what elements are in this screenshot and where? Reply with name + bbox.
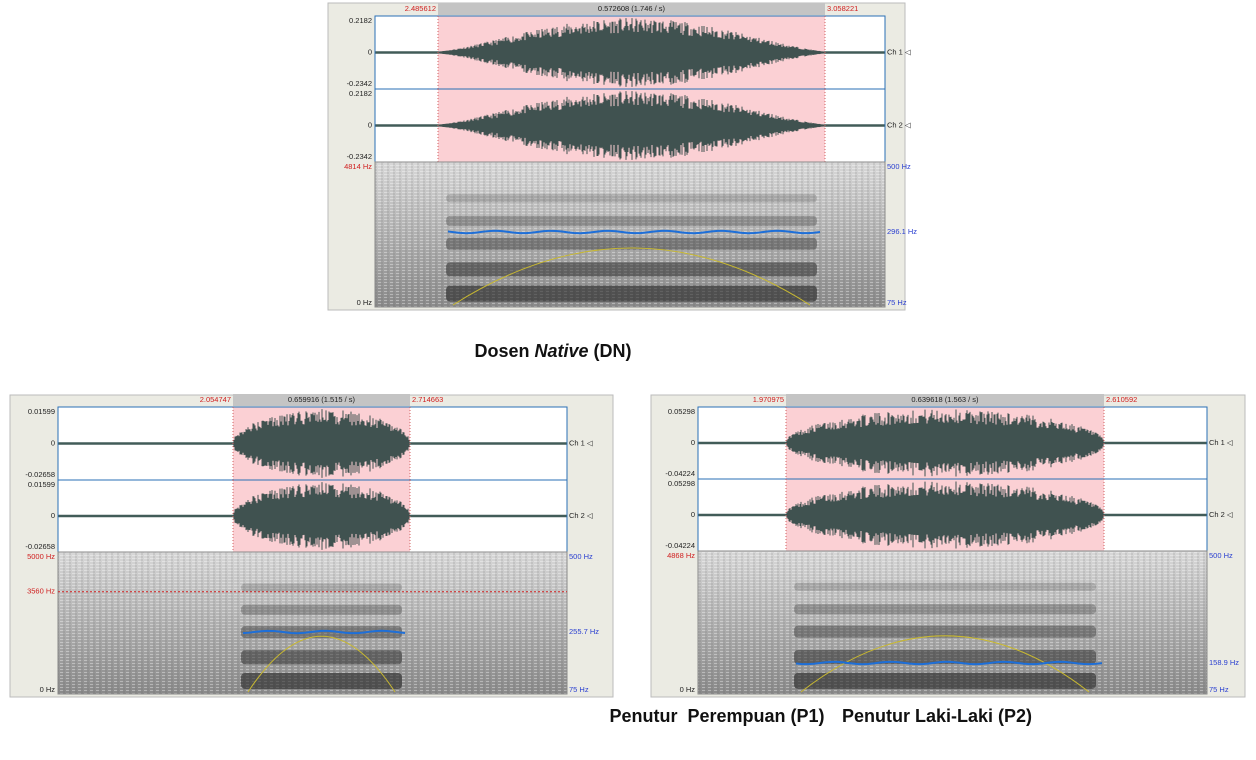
amplitude-zero: 0	[368, 120, 372, 129]
spectrogram-texture	[375, 162, 885, 307]
spectrogram-texture	[698, 551, 1207, 694]
amplitude-max: 0.2182	[349, 89, 372, 98]
formant-band	[446, 194, 817, 202]
formant-band	[241, 584, 402, 592]
amplitude-zero: 0	[51, 511, 55, 520]
selection-start: 2.054747	[200, 395, 231, 404]
amplitude-max: 0.2182	[349, 16, 372, 25]
pitch-value: 255.7 Hz	[569, 627, 599, 636]
amplitude-zero: 0	[368, 47, 372, 56]
caption-part: Native	[534, 341, 588, 361]
praat-panel: 2.485612 0.572608 (1.746 / s) 3.058221 0.21…	[328, 3, 917, 361]
pitch-value: 158.9 Hz	[1209, 658, 1239, 667]
spectrogram-top: 4814 Hz	[344, 162, 372, 171]
amplitude-zero: 0	[691, 510, 695, 519]
selection-highlight	[233, 480, 410, 552]
frequency-cursor-label: 3560 Hz	[27, 587, 55, 596]
amplitude-zero: 0	[51, 438, 55, 447]
pitch-value: 296.1 Hz	[887, 227, 917, 236]
caption: Penutur Perempuan (P1)	[609, 706, 824, 726]
amplitude-min: -0.04224	[665, 469, 695, 478]
caption: Dosen Native (DN)	[474, 341, 631, 361]
channel-label: Ch 1 ◁	[887, 47, 912, 56]
spectrogram-bottom: 0 Hz	[40, 685, 56, 694]
selection-end: 3.058221	[827, 4, 858, 13]
selection-end: 2.714663	[412, 395, 443, 404]
caption-part: Penutur Perempuan (P1)	[609, 706, 824, 726]
channel-label: Ch 1 ◁	[1209, 438, 1234, 447]
praat-panel: 1.970975 0.639618 (1.563 / s) 2.610592 0.05…	[651, 394, 1245, 726]
formant-band	[446, 216, 817, 226]
formant-band	[794, 604, 1096, 614]
caption-part: Penutur Laki-Laki (P2)	[842, 706, 1032, 726]
pitch-bottom: 75 Hz	[1209, 685, 1229, 694]
pitch-bottom: 75 Hz	[569, 685, 589, 694]
figure: 2.485612 0.572608 (1.746 / s) 3.058221 0.21…	[0, 0, 1256, 755]
pitch-top: 500 Hz	[887, 162, 911, 171]
channel-label: Ch 1 ◁	[569, 438, 594, 447]
amplitude-min: -0.02658	[25, 542, 55, 551]
spectrogram-top: 5000 Hz	[27, 552, 55, 561]
spectrogram-texture	[58, 552, 567, 694]
formant-band	[794, 583, 1096, 591]
amplitude-max: 0.01599	[28, 480, 55, 489]
formant-band	[241, 673, 402, 689]
spectrogram-top: 4868 Hz	[667, 551, 695, 560]
channel-label: Ch 2 ◁	[887, 120, 912, 129]
pitch-top: 500 Hz	[1209, 551, 1233, 560]
selection-end: 2.610592	[1106, 395, 1137, 404]
formant-band	[241, 650, 402, 664]
amplitude-min: -0.2342	[347, 152, 372, 161]
amplitude-max: 0.05298	[668, 479, 695, 488]
channel-label: Ch 2 ◁	[569, 511, 594, 520]
spectrogram-bottom: 0 Hz	[680, 685, 696, 694]
selection-start: 2.485612	[405, 4, 436, 13]
selection-duration: 0.659916 (1.515 / s)	[288, 395, 356, 404]
amplitude-min: -0.2342	[347, 79, 372, 88]
formant-band	[446, 262, 817, 276]
selection-duration: 0.572608 (1.746 / s)	[598, 4, 666, 13]
amplitude-max: 0.01599	[28, 407, 55, 416]
channel-label: Ch 2 ◁	[1209, 510, 1234, 519]
pitch-top: 500 Hz	[569, 552, 593, 561]
caption-part: Dosen	[474, 341, 534, 361]
amplitude-min: -0.04224	[665, 541, 695, 550]
selection-duration: 0.639618 (1.563 / s)	[911, 395, 979, 404]
amplitude-max: 0.05298	[668, 407, 695, 416]
selection-highlight	[233, 407, 410, 480]
amplitude-min: -0.02658	[25, 470, 55, 479]
formant-band	[446, 286, 817, 302]
selection-start: 1.970975	[753, 395, 784, 404]
spectrogram-bottom: 0 Hz	[357, 298, 373, 307]
formant-band	[794, 673, 1096, 689]
amplitude-zero: 0	[691, 438, 695, 447]
formant-band	[241, 605, 402, 615]
caption-part: (DN)	[589, 341, 632, 361]
pitch-bottom: 75 Hz	[887, 298, 907, 307]
caption: Penutur Laki-Laki (P2)	[842, 706, 1032, 726]
